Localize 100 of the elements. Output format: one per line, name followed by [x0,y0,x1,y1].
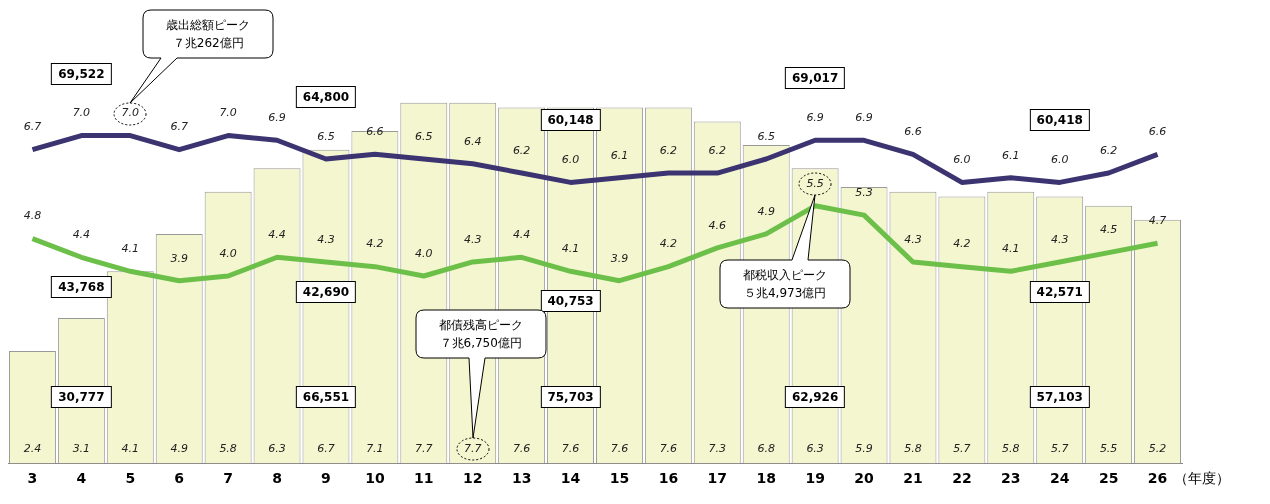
x-tick-label: 3 [27,470,38,487]
data-label: 5.7 [1050,442,1069,456]
data-label: 6.9 [268,111,286,125]
annotation: 42,571 [1029,280,1090,303]
data-label: 6.7 [23,120,42,134]
data-label: 6.7 [317,442,335,456]
data-label: 5.8 [904,442,922,456]
annotation: 都債残高ピーク７兆6,750億円 [437,317,524,353]
x-tick-label: 23 [1001,470,1021,487]
data-label: 4.8 [23,209,42,223]
data-label: 6.9 [855,111,873,125]
data-label: 4.9 [170,442,188,456]
data-label: 5.8 [1002,442,1020,456]
data-label: 4.2 [953,237,971,251]
data-label: 6.6 [904,125,922,139]
x-axis-title: （年度） [1173,469,1230,486]
data-label: 6.2 [708,143,727,157]
annotation: 都税収入ピーク５兆4,973億円 [742,266,829,302]
annotation: 75,703 [540,386,601,409]
data-label: 6.6 [1148,125,1167,139]
x-tick-label: 22 [952,470,972,487]
data-label: 5.5 [806,176,824,190]
text: 69,017 [784,67,846,90]
data-label: 6.3 [806,442,824,456]
x-tick-label: 24 [1049,470,1070,487]
data-label: 4.0 [415,246,433,260]
data-label: 6.7 [170,120,188,134]
data-label: 6.0 [561,153,580,167]
data-label: 7.0 [121,106,140,120]
data-label: 6.2 [512,143,531,157]
x-tick-label: 18 [756,470,776,487]
data-label: 5.3 [855,186,873,200]
x-tick-label: 9 [321,470,331,487]
x-tick-label: 11 [414,470,434,487]
data-label: 5.8 [219,442,237,456]
data-label: 4.1 [561,242,580,256]
data-label: 4.2 [366,237,384,251]
annotation: 66,551 [295,386,357,409]
annotation: 57,103 [1029,386,1090,409]
x-tick-label: 16 [658,470,679,487]
data-label: 6.0 [953,153,971,167]
data-label: 5.7 [953,442,971,456]
data-label: 6.9 [806,111,824,125]
data-label: 4.5 [1099,223,1118,237]
annotation: 62,926 [784,386,846,409]
annotation: 43,768 [51,276,112,299]
annotation: 60,148 [540,109,601,132]
annotation: 40,753 [540,290,601,313]
x-tick-label: 14 [560,470,581,487]
data-label: 7.0 [219,106,237,120]
x-tick-label: 4 [76,470,87,487]
data-label: 7.3 [708,442,727,456]
x-tick-label: 6 [174,470,185,487]
data-label: 7.7 [415,442,433,456]
data-label: 3.1 [72,442,91,456]
data-label: 6.2 [1099,143,1118,157]
data-label: 6.6 [366,125,384,139]
annotation: 30,777 [51,386,112,409]
data-label: 4.1 [121,242,140,256]
data-label: 4.3 [317,232,335,246]
data-label: 6.1 [1002,148,1020,162]
annotation: 60,418 [1029,109,1090,132]
annotation: 42,690 [295,280,357,303]
x-tick-label: 13 [511,470,532,487]
x-tick-label: 21 [903,470,923,487]
data-label: 4.4 [512,228,531,242]
annotation: 64,800 [295,86,357,108]
data-label: 4.3 [463,232,482,246]
data-label: 4.3 [904,232,922,246]
data-label: 4.4 [268,228,286,242]
data-label: 4.2 [659,237,678,251]
x-tick-label: 17 [707,470,728,487]
data-label: 7.7 [463,442,482,456]
x-tick-label: 7 [223,470,233,487]
x-tick-label: 12 [462,470,483,487]
data-label: 3.9 [170,251,188,265]
data-label: 6.0 [1050,153,1069,167]
data-label: 7.6 [561,442,580,456]
data-label: 6.2 [659,143,678,157]
data-label: 4.4 [72,228,91,242]
data-label: 6.5 [317,129,335,143]
x-tick-label: 20 [854,470,875,487]
data-label: 6.3 [268,442,286,456]
data-label: 7.6 [659,442,678,456]
data-label: 4.3 [1050,232,1069,246]
x-tick-label: 26 [1147,470,1168,487]
x-tick-label: 5 [125,470,136,487]
data-label: 3.9 [610,251,629,265]
data-label: 4.1 [1002,242,1020,256]
data-label: 7.1 [366,442,384,456]
x-tick-label: 25 [1098,470,1119,487]
text: 69,522 [51,62,112,85]
data-label: 6.1 [610,148,629,162]
data-label: 6.5 [757,129,775,143]
data-label: 4.6 [708,218,727,232]
x-tick-label: 8 [272,470,282,487]
data-label: 2.4 [23,442,42,456]
data-label: 5.9 [855,442,873,456]
data-label: 7.6 [512,442,531,456]
data-label: 4.1 [121,442,140,456]
